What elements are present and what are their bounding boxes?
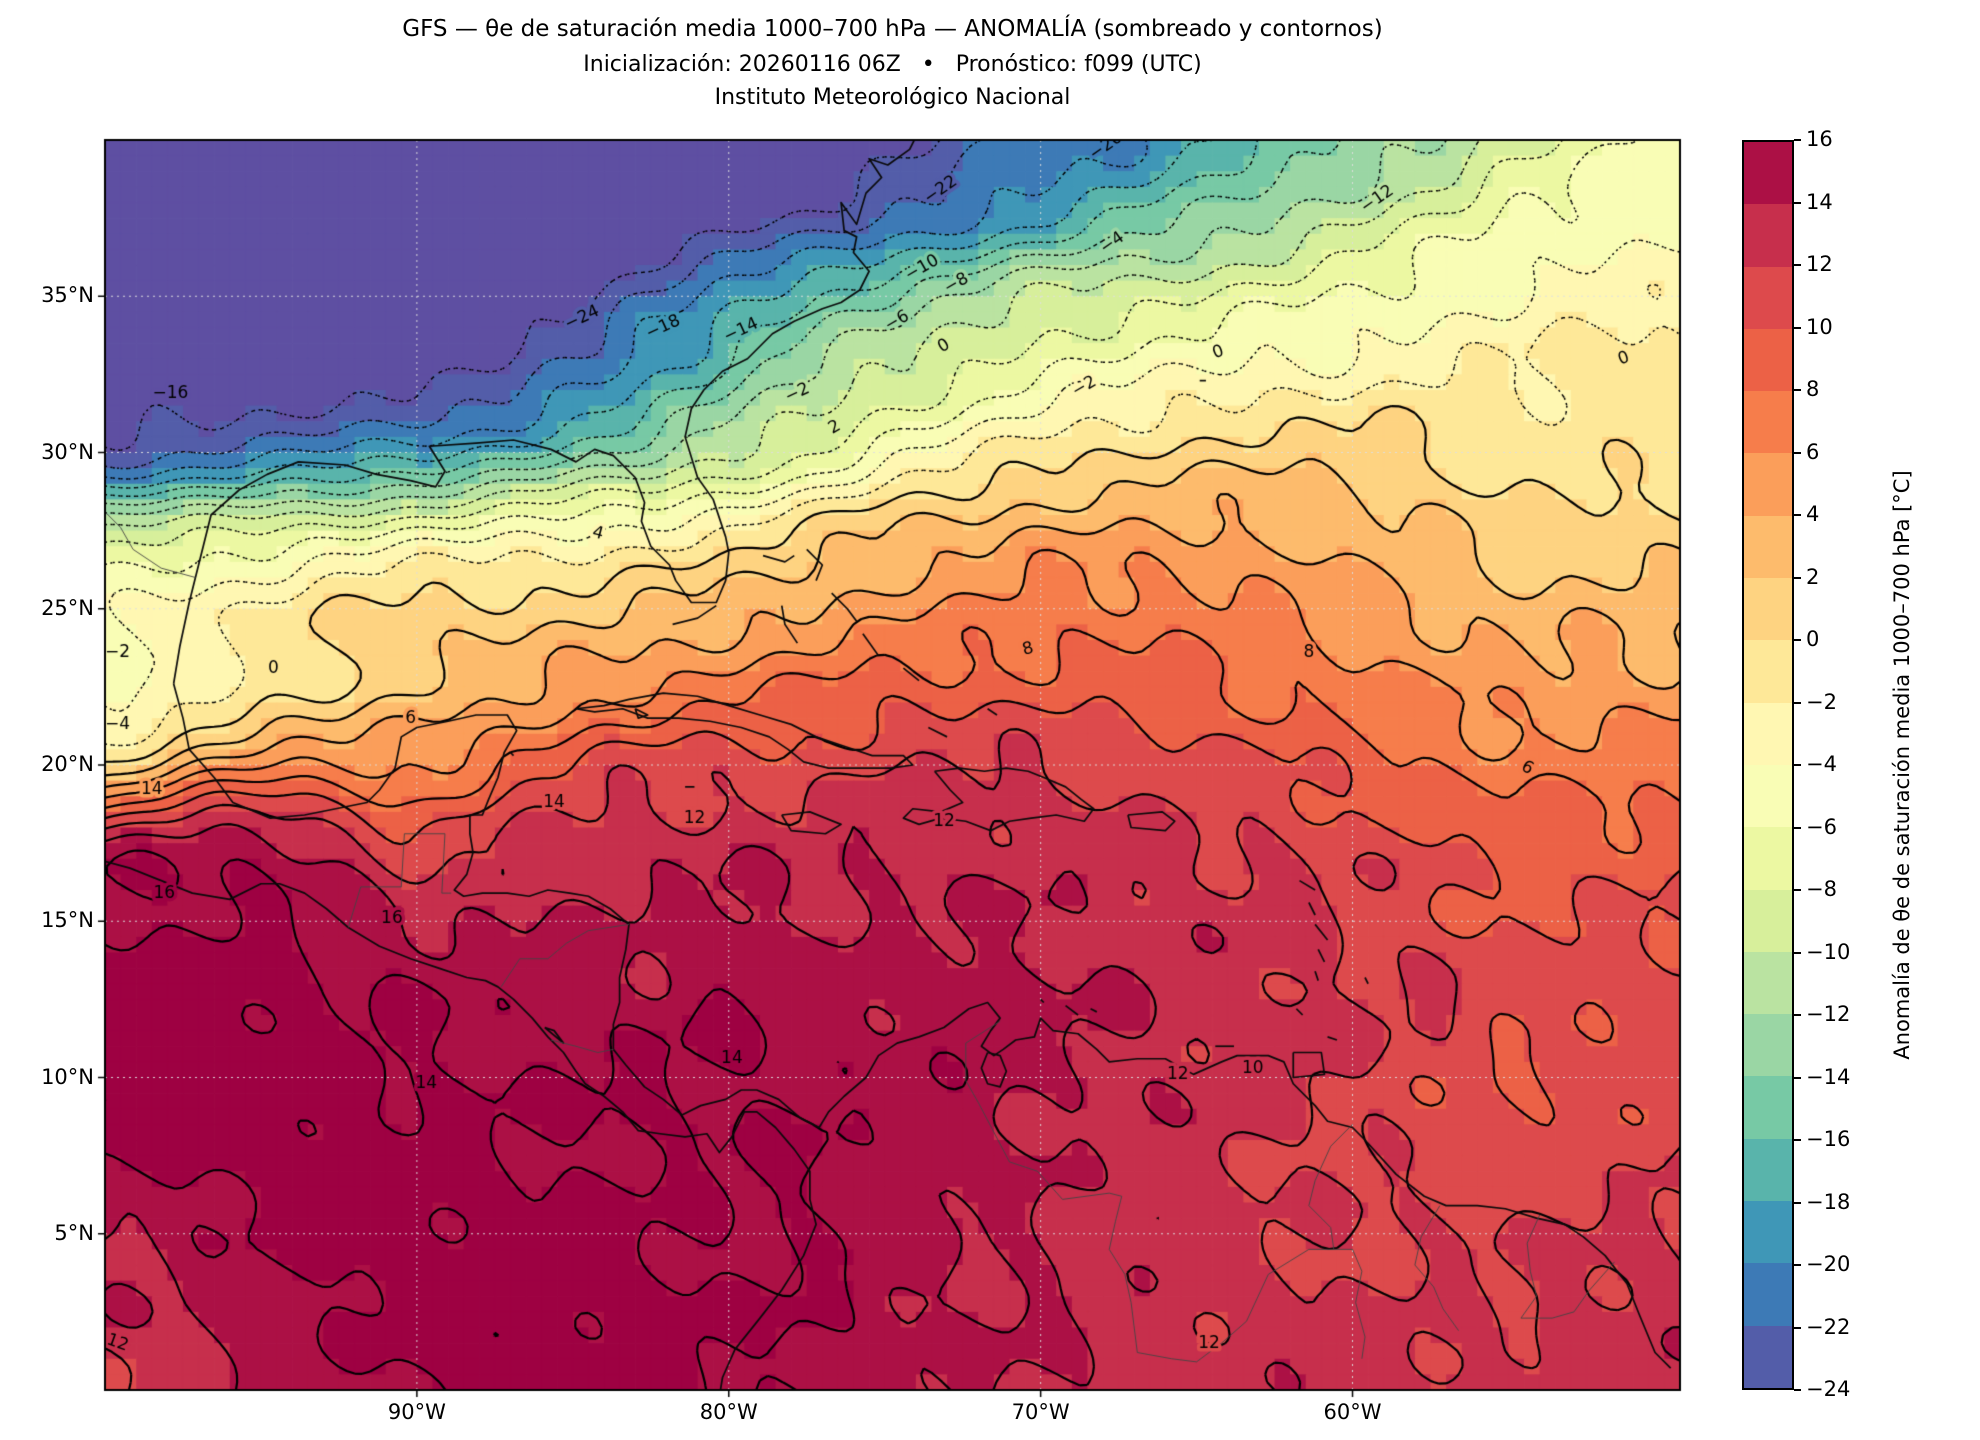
colorbar-tick-mark: [1794, 326, 1801, 329]
colorbar-cell: [1744, 889, 1792, 952]
x-tick-label: 90°W: [387, 1400, 446, 1424]
colorbar-tick-label: −18: [1806, 1189, 1851, 1214]
colorbar-tick-mark: [1794, 889, 1801, 891]
colorbar-tick-label: −24: [1806, 1377, 1851, 1401]
colorbar-tick-mark: [1794, 1139, 1801, 1141]
colorbar-tick-label: 4: [1806, 502, 1820, 526]
colorbar-cell: [1744, 1138, 1792, 1202]
colorbar-cell: [1744, 764, 1792, 828]
colorbar-tick-label: 14: [1806, 189, 1833, 214]
colorbar-tick-label: 0: [1806, 627, 1820, 651]
colorbar-cell: [1744, 204, 1792, 267]
colorbar-tick-mark: [1794, 639, 1801, 641]
colorbar-tick-label: −2: [1806, 689, 1837, 714]
colorbar-tick-mark: [1794, 951, 1801, 954]
colorbar-cell: [1744, 142, 1792, 205]
colorbar-tick-label: 10: [1806, 314, 1833, 339]
colorbar-tick-mark: [1794, 576, 1801, 579]
colorbar-tick-mark: [1794, 514, 1801, 516]
colorbar-tick-label: −8: [1806, 877, 1837, 901]
colorbar-tick-label: −4: [1806, 752, 1837, 776]
colorbar-tick-mark: [1794, 451, 1801, 454]
colorbar-cell: [1744, 1263, 1792, 1326]
colorbar-tick-mark: [1794, 701, 1801, 704]
x-tick-label: 60°W: [1323, 1400, 1382, 1424]
colorbar-tick-label: −20: [1806, 1252, 1851, 1276]
colorbar-tick-label: 12: [1806, 252, 1833, 276]
y-tick-label: 20°N: [41, 752, 94, 776]
colorbar-cell: [1744, 578, 1792, 641]
y-tick-label: 35°N: [41, 283, 94, 308]
y-tick-label: 30°N: [41, 439, 94, 464]
colorbar-tick-label: 6: [1806, 439, 1820, 464]
colorbar-tick-mark: [1794, 1014, 1801, 1016]
colorbar-tick-label: −12: [1806, 1002, 1851, 1026]
colorbar-label: Anomalía de θe de saturación media 1000–…: [1890, 470, 1914, 1060]
y-tick-label: 25°N: [41, 595, 94, 620]
chart-title: GFS — θe de saturación media 1000–700 hP…: [402, 16, 1383, 42]
x-tick-label: 70°W: [1011, 1400, 1070, 1424]
colorbar-tick-mark: [1794, 139, 1801, 141]
colorbar-cell: [1744, 328, 1792, 392]
colorbar-cell: [1744, 951, 1792, 1015]
colorbar-cell: [1744, 515, 1792, 579]
y-tick-label: 15°N: [41, 908, 94, 933]
colorbar-cell: [1744, 1076, 1792, 1139]
colorbar-cell: [1744, 1014, 1792, 1077]
colorbar-tick-mark: [1794, 389, 1801, 391]
colorbar-cell: [1744, 640, 1792, 703]
colorbar-cell: [1744, 1325, 1792, 1388]
colorbar-tick-label: 16: [1806, 127, 1833, 151]
chart-institution: Instituto Meteorológico Nacional: [714, 85, 1071, 110]
colorbar-tick-mark: [1794, 1326, 1801, 1329]
x-tick-label: 80°W: [699, 1400, 758, 1424]
colorbar-cell: [1744, 827, 1792, 890]
title-block: GFS — θe de saturación media 1000–700 hP…: [105, 16, 1680, 110]
colorbar-tick-mark: [1794, 1076, 1801, 1079]
colorbar-cell: [1744, 453, 1792, 516]
colorbar-tick-label: 2: [1806, 564, 1820, 589]
colorbar-cell: [1744, 1201, 1792, 1264]
colorbar-tick-mark: [1794, 826, 1801, 829]
y-tick-label: 10°N: [41, 1064, 94, 1089]
colorbar-tick-label: −14: [1806, 1064, 1851, 1089]
colorbar-tick-label: −6: [1806, 814, 1837, 839]
colorbar-tick-label: −22: [1806, 1314, 1851, 1339]
colorbar-tick-label: −16: [1806, 1127, 1851, 1151]
colorbar-tick-label: −10: [1806, 939, 1851, 964]
colorbar-tick-mark: [1794, 201, 1801, 204]
colorbar-tick-mark: [1794, 1389, 1801, 1391]
colorbar-cell: [1744, 266, 1792, 329]
colorbar-gradient: [1744, 142, 1792, 1388]
colorbar-cell: [1744, 702, 1792, 765]
chart-subtitle: Inicialización: 20260116 06Z • Pronóstic…: [583, 52, 1202, 77]
colorbar-tick-mark: [1794, 264, 1801, 266]
colorbar-tick-mark: [1794, 1264, 1801, 1266]
y-tick-label: 5°N: [54, 1220, 94, 1245]
colorbar-tick-mark: [1794, 764, 1801, 766]
colorbar-tick-label: 8: [1806, 377, 1820, 401]
colorbar-tick-mark: [1794, 1201, 1801, 1204]
colorbar: [1742, 140, 1794, 1390]
colorbar-cell: [1744, 391, 1792, 454]
